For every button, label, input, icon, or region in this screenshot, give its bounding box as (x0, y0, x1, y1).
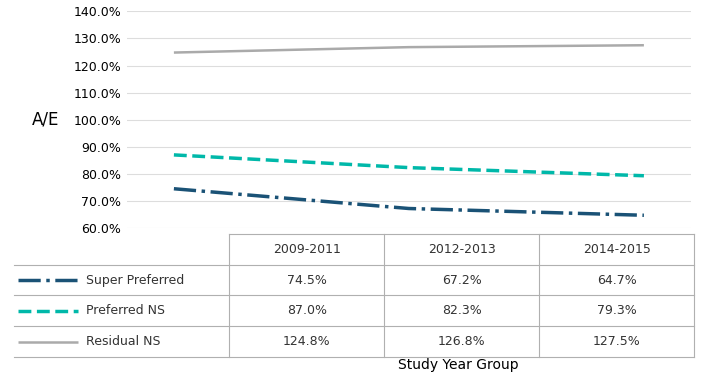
Text: 79.3%: 79.3% (597, 304, 637, 317)
Y-axis label: A/E: A/E (32, 111, 59, 129)
Text: Study Year Group: Study Year Group (398, 358, 519, 372)
Text: 2012-2013: 2012-2013 (428, 243, 496, 256)
Text: 87.0%: 87.0% (287, 304, 326, 317)
Text: Residual NS: Residual NS (86, 335, 161, 348)
Text: 64.7%: 64.7% (597, 274, 637, 287)
Text: 124.8%: 124.8% (283, 335, 331, 348)
Text: Preferred NS: Preferred NS (86, 304, 165, 317)
Text: 2009-2011: 2009-2011 (273, 243, 341, 256)
Text: 2014-2015: 2014-2015 (583, 243, 651, 256)
Text: 126.8%: 126.8% (438, 335, 486, 348)
Text: 67.2%: 67.2% (442, 274, 482, 287)
Text: 127.5%: 127.5% (593, 335, 641, 348)
Text: Super Preferred: Super Preferred (86, 274, 184, 287)
Text: 82.3%: 82.3% (442, 304, 482, 317)
Text: 74.5%: 74.5% (287, 274, 326, 287)
